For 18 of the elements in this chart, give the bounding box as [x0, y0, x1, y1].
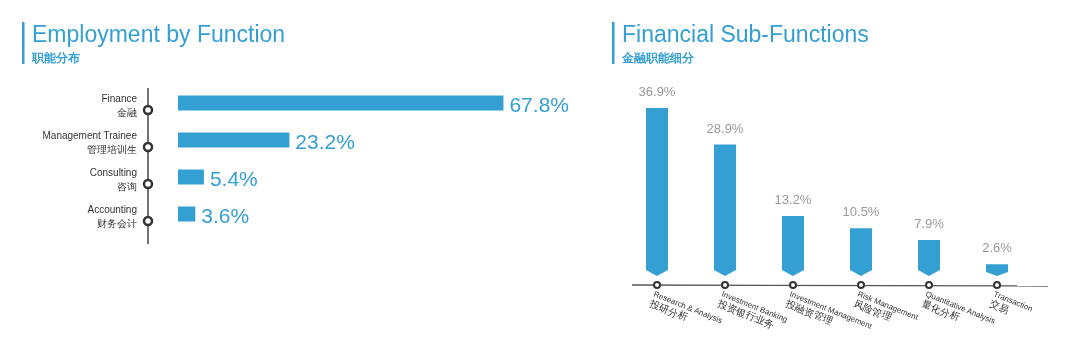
y-tick-label: Finance 金融 — [101, 93, 138, 118]
data-label: 10.5% — [842, 204, 880, 220]
data-label: 28.9% — [706, 120, 744, 136]
data-label: 7.9% — [914, 216, 945, 232]
data-label: 3.6% — [201, 204, 250, 227]
data-label: 23.2% — [295, 130, 355, 153]
y-tick-label: Management Trainee 管理培训生 — [42, 130, 138, 155]
y-tick-label: Accounting 财务会计 — [87, 204, 137, 229]
chart-title: Employment by Function — [32, 21, 286, 47]
text: 职能分布 — [31, 51, 80, 65]
data-label: 67.8% — [509, 93, 569, 116]
y-tick-label: Consulting 咨询 — [89, 167, 137, 192]
chart-title: Financial Sub-Functions — [622, 21, 869, 47]
data-label: 36.9% — [638, 84, 676, 100]
data-label: 13.2% — [774, 191, 812, 207]
data-label: 5.4% — [209, 167, 258, 190]
chart-subtitle: 金融职能细分 — [621, 51, 695, 65]
data-label: 2.6% — [982, 240, 1013, 256]
